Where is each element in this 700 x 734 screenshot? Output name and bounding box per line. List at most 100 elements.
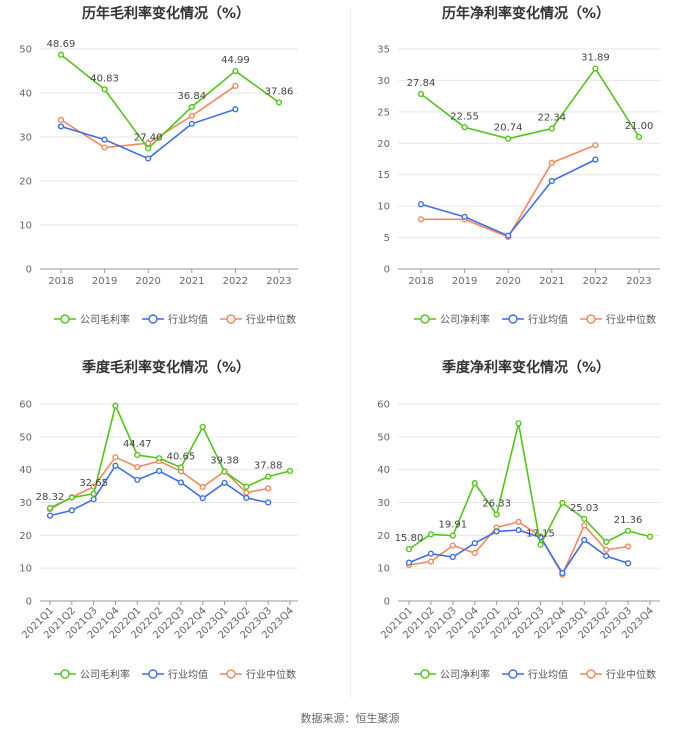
data-label: 26.33 — [482, 499, 511, 510]
chart-title: 历年净利率变化情况（%） — [442, 5, 610, 22]
data-label: 48.69 — [47, 39, 76, 50]
data-point-company — [537, 541, 544, 548]
data-point-avg — [145, 155, 152, 162]
series-line-company — [420, 67, 640, 140]
data-point-company — [145, 145, 152, 152]
data-point-avg — [232, 106, 239, 113]
y-tick-label: 50 — [19, 432, 32, 443]
data-point-median — [449, 542, 456, 549]
data-point-avg — [265, 499, 272, 506]
data-point-avg — [505, 232, 512, 239]
x-tick-label: 2020 — [495, 276, 520, 287]
data-point-avg — [405, 559, 413, 566]
data-label: 27.40 — [134, 132, 163, 143]
data-point-avg — [101, 136, 108, 143]
legend-swatch-marker — [226, 669, 236, 679]
y-tick-label: 10 — [377, 564, 390, 575]
data-point-avg — [243, 494, 250, 502]
data-point-company — [493, 511, 500, 518]
series-line-company — [60, 54, 280, 150]
y-tick-label: 0 — [26, 597, 32, 608]
legend-label: 公司净利率 — [440, 313, 490, 326]
data-point-avg — [559, 569, 566, 577]
data-label: 40.83 — [90, 73, 119, 84]
legend-label: 行业中位数 — [606, 668, 656, 681]
data-point-company — [417, 90, 425, 98]
y-tick-label: 15 — [377, 170, 390, 181]
data-point-avg — [548, 177, 555, 185]
y-tick-label: 30 — [377, 498, 390, 509]
data-point-company — [265, 473, 272, 480]
data-point-company — [112, 402, 119, 409]
legend-swatch-marker — [586, 314, 596, 324]
data-point-avg — [134, 476, 141, 483]
data-point-company — [581, 515, 588, 522]
y-tick-label: 30 — [19, 133, 32, 144]
legend-swatch-marker — [60, 669, 70, 679]
x-tick-label: 2019 — [92, 276, 117, 287]
y-tick-label: 60 — [19, 400, 32, 411]
data-point-company — [101, 86, 108, 93]
data-label: 15.80 — [395, 533, 424, 544]
x-tick-label: 2023 — [266, 276, 291, 287]
data-point-company — [199, 423, 206, 431]
data-point-avg — [581, 536, 588, 544]
legend-label: 行业均值 — [528, 668, 568, 681]
data-point-median — [471, 549, 478, 557]
data-point-avg — [515, 526, 522, 534]
y-tick-label: 25 — [377, 107, 390, 118]
data-point-avg — [221, 479, 228, 486]
legend-label: 公司毛利率 — [80, 668, 130, 681]
legend-swatch-marker — [420, 314, 430, 324]
series-line-company — [408, 423, 651, 550]
y-tick-label: 10 — [19, 564, 32, 575]
data-label: 40.65 — [167, 452, 196, 463]
y-tick-label: 50 — [19, 45, 32, 56]
data-point-median — [134, 463, 141, 471]
legend-label: 行业均值 — [168, 668, 208, 681]
legend-swatch-marker — [586, 669, 596, 679]
data-point-median — [515, 518, 522, 525]
data-point-avg — [427, 550, 435, 557]
data-point-company — [286, 467, 294, 475]
data-point-avg — [624, 560, 632, 567]
data-point-company — [232, 67, 239, 75]
data-label: 37.88 — [254, 461, 283, 472]
y-tick-label: 10 — [377, 202, 390, 213]
chart-title: 季度毛利率变化情况（%） — [81, 359, 250, 376]
y-tick-label: 40 — [19, 465, 32, 476]
data-point-company — [177, 464, 185, 471]
legend-swatch-marker — [148, 314, 158, 324]
x-tick-label: 2021 — [179, 276, 204, 287]
data-point-company — [427, 531, 435, 538]
legend-label: 公司净利率 — [440, 668, 490, 681]
data-point-median — [548, 159, 555, 166]
data-label: 19.91 — [438, 520, 467, 531]
y-tick-label: 20 — [19, 531, 32, 542]
data-point-company — [471, 480, 478, 487]
legend-swatch-marker — [60, 314, 70, 324]
y-tick-label: 50 — [377, 432, 390, 443]
data-point-median — [417, 216, 425, 223]
x-tick-label: 2022 — [223, 276, 248, 287]
data-label: 25.03 — [570, 503, 599, 514]
y-tick-label: 10 — [19, 221, 32, 232]
data-point-company — [405, 546, 413, 553]
legend-label: 行业中位数 — [246, 668, 296, 681]
legend-label: 行业均值 — [168, 313, 208, 326]
data-point-avg — [177, 479, 185, 486]
y-tick-label: 35 — [377, 45, 390, 56]
data-source-note: 数据来源：恒生聚源 — [300, 712, 400, 725]
legend-label: 行业均值 — [528, 313, 568, 326]
y-tick-label: 40 — [377, 465, 390, 476]
y-tick-label: 20 — [19, 177, 32, 188]
data-point-company — [46, 504, 54, 512]
data-point-company — [68, 494, 75, 501]
data-point-median — [581, 522, 588, 529]
legend-swatch-marker — [226, 314, 236, 324]
data-point-company — [188, 103, 195, 111]
data-point-company — [624, 527, 632, 534]
